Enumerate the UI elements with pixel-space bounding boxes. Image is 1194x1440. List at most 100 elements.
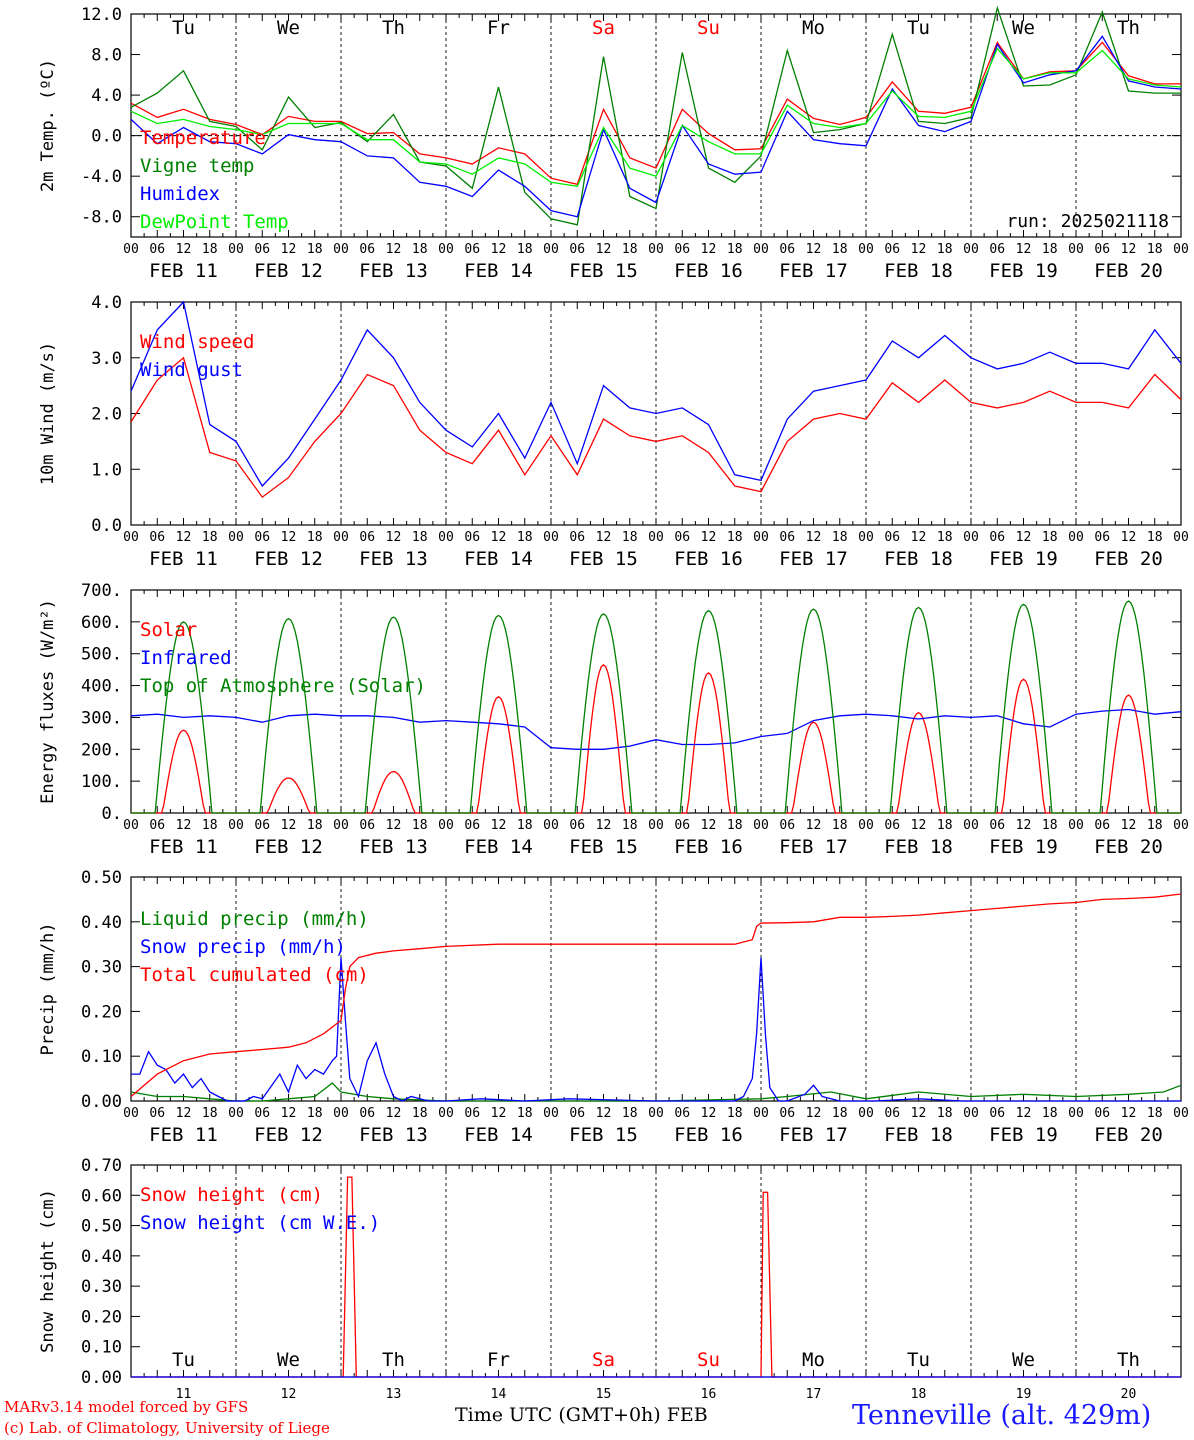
wind-panel: 0.0 1.0 2.0 3.0 4.0 10m Wind (m/s) Wind speed W… xyxy=(38,293,1189,570)
date-label: FEB 11 xyxy=(149,836,218,858)
hour-label: 12 xyxy=(386,242,402,257)
hour-label: 06 xyxy=(569,242,585,257)
day-number: 16 xyxy=(701,1387,717,1402)
date-label: FEB 19 xyxy=(989,836,1058,858)
hour-label: 18 xyxy=(937,242,953,257)
hour-label: 00 xyxy=(1173,818,1189,833)
y-tick-label: 0.0 xyxy=(91,516,122,536)
date-label: FEB 13 xyxy=(359,836,428,858)
hour-label: 18 xyxy=(727,242,743,257)
y-tick-label: 0.00 xyxy=(81,1092,122,1112)
hour-label: 00 xyxy=(963,242,979,257)
hour-label: 06 xyxy=(359,1106,375,1121)
y-tick-label: 0.40 xyxy=(81,913,122,933)
legend-entry: Wind gust xyxy=(140,359,243,381)
hour-label: 06 xyxy=(569,1106,585,1121)
snow-panel: 0.00 0.10 0.20 0.30 0.40 0.50 0.60 0.70 Snow hei… xyxy=(38,1156,1182,1402)
hour-label: 00 xyxy=(753,1106,769,1121)
energy-series-1 xyxy=(130,708,1182,750)
hour-label: 06 xyxy=(884,242,900,257)
date-label: FEB 13 xyxy=(359,260,428,282)
date-label: FEB 13 xyxy=(359,1124,428,1146)
hour-label: 06 xyxy=(779,818,795,833)
hour-label: 00 xyxy=(228,530,244,545)
temp-panel: -8.0 -4.0 0.0 4.0 8.0 12.0 2m Temp. (ºC) Temper… xyxy=(38,5,1189,282)
temp-frame xyxy=(130,13,1182,238)
legend-entry: Infrared xyxy=(140,647,232,669)
hour-label: 06 xyxy=(1094,1106,1110,1121)
hour-label: 18 xyxy=(517,818,533,833)
hour-label: 12 xyxy=(701,530,717,545)
hour-label: 12 xyxy=(386,818,402,833)
hour-label: 18 xyxy=(412,242,428,257)
y-tick-label: -8.0 xyxy=(81,208,122,228)
hour-label: 18 xyxy=(307,530,323,545)
weekday-label: We xyxy=(277,17,300,39)
date-label: FEB 11 xyxy=(149,260,218,282)
hour-label: 18 xyxy=(1042,818,1058,833)
y-tick-label: 0.10 xyxy=(81,1338,122,1358)
hour-label: 00 xyxy=(228,1106,244,1121)
hour-label: 18 xyxy=(202,242,218,257)
y-tick-label: 0.30 xyxy=(81,958,122,978)
wind-series-0 xyxy=(130,356,1182,499)
hour-label: 00 xyxy=(1068,530,1084,545)
hour-label: 12 xyxy=(491,530,507,545)
hour-label: 00 xyxy=(333,1106,349,1121)
hour-label: 06 xyxy=(254,242,270,257)
weekday-label: Mo xyxy=(802,1349,825,1371)
y-tick-label: 8.0 xyxy=(91,46,122,66)
snow-ylabel: Snow height (cm) xyxy=(38,1189,58,1353)
y-tick-label: 0.50 xyxy=(81,868,122,888)
legend-entry: Vigne temp xyxy=(140,155,254,177)
day-number: 12 xyxy=(281,1387,297,1402)
hour-label: 12 xyxy=(596,1106,612,1121)
hour-label: 12 xyxy=(911,818,927,833)
hour-label: 12 xyxy=(1016,242,1032,257)
hour-label: 18 xyxy=(832,242,848,257)
y-tick-label: 700. xyxy=(81,581,122,601)
y-tick-label: 4.0 xyxy=(91,86,122,106)
temp-series-3 xyxy=(130,47,1182,188)
legend-entry: Temperature xyxy=(140,127,266,149)
hour-label: 00 xyxy=(1173,242,1189,257)
hour-label: 00 xyxy=(858,242,874,257)
hour-label: 00 xyxy=(648,1106,664,1121)
hour-label: 18 xyxy=(412,818,428,833)
hour-label: 12 xyxy=(386,1106,402,1121)
date-label: FEB 17 xyxy=(779,260,848,282)
hour-label: 18 xyxy=(622,242,638,257)
hour-label: 06 xyxy=(464,242,480,257)
y-tick-label: 0.70 xyxy=(81,1156,122,1176)
energy-ylabel: Energy fluxes (W/m²) xyxy=(38,599,58,804)
y-tick-label: 500. xyxy=(81,645,122,665)
date-label: FEB 20 xyxy=(1094,1124,1163,1146)
hour-label: 18 xyxy=(727,530,743,545)
hour-label: 06 xyxy=(674,242,690,257)
hour-label: 06 xyxy=(464,818,480,833)
hour-label: 00 xyxy=(333,530,349,545)
date-label: FEB 14 xyxy=(464,260,533,282)
day-number: 14 xyxy=(491,1387,507,1402)
legend-entry: Wind speed xyxy=(140,331,254,353)
y-tick-label: 1.0 xyxy=(91,460,122,480)
hour-label: 12 xyxy=(1016,818,1032,833)
hour-label: 12 xyxy=(281,242,297,257)
hour-label: 18 xyxy=(1042,242,1058,257)
legend-entry: Humidex xyxy=(140,183,220,205)
hour-label: 00 xyxy=(438,530,454,545)
hour-label: 18 xyxy=(1147,242,1163,257)
hour-label: 06 xyxy=(464,1106,480,1121)
hour-label: 06 xyxy=(149,242,165,257)
hour-label: 00 xyxy=(648,242,664,257)
legend-entry: Snow height (cm) xyxy=(140,1184,323,1206)
y-tick-label: 12.0 xyxy=(81,5,122,25)
date-label: FEB 14 xyxy=(464,836,533,858)
date-label: FEB 20 xyxy=(1094,260,1163,282)
hour-label: 12 xyxy=(701,818,717,833)
hour-label: 00 xyxy=(963,530,979,545)
hour-label: 06 xyxy=(674,1106,690,1121)
hour-label: 18 xyxy=(517,242,533,257)
temp-ylabel: 2m Temp. (ºC) xyxy=(38,59,58,192)
day-number: 19 xyxy=(1016,1387,1032,1402)
